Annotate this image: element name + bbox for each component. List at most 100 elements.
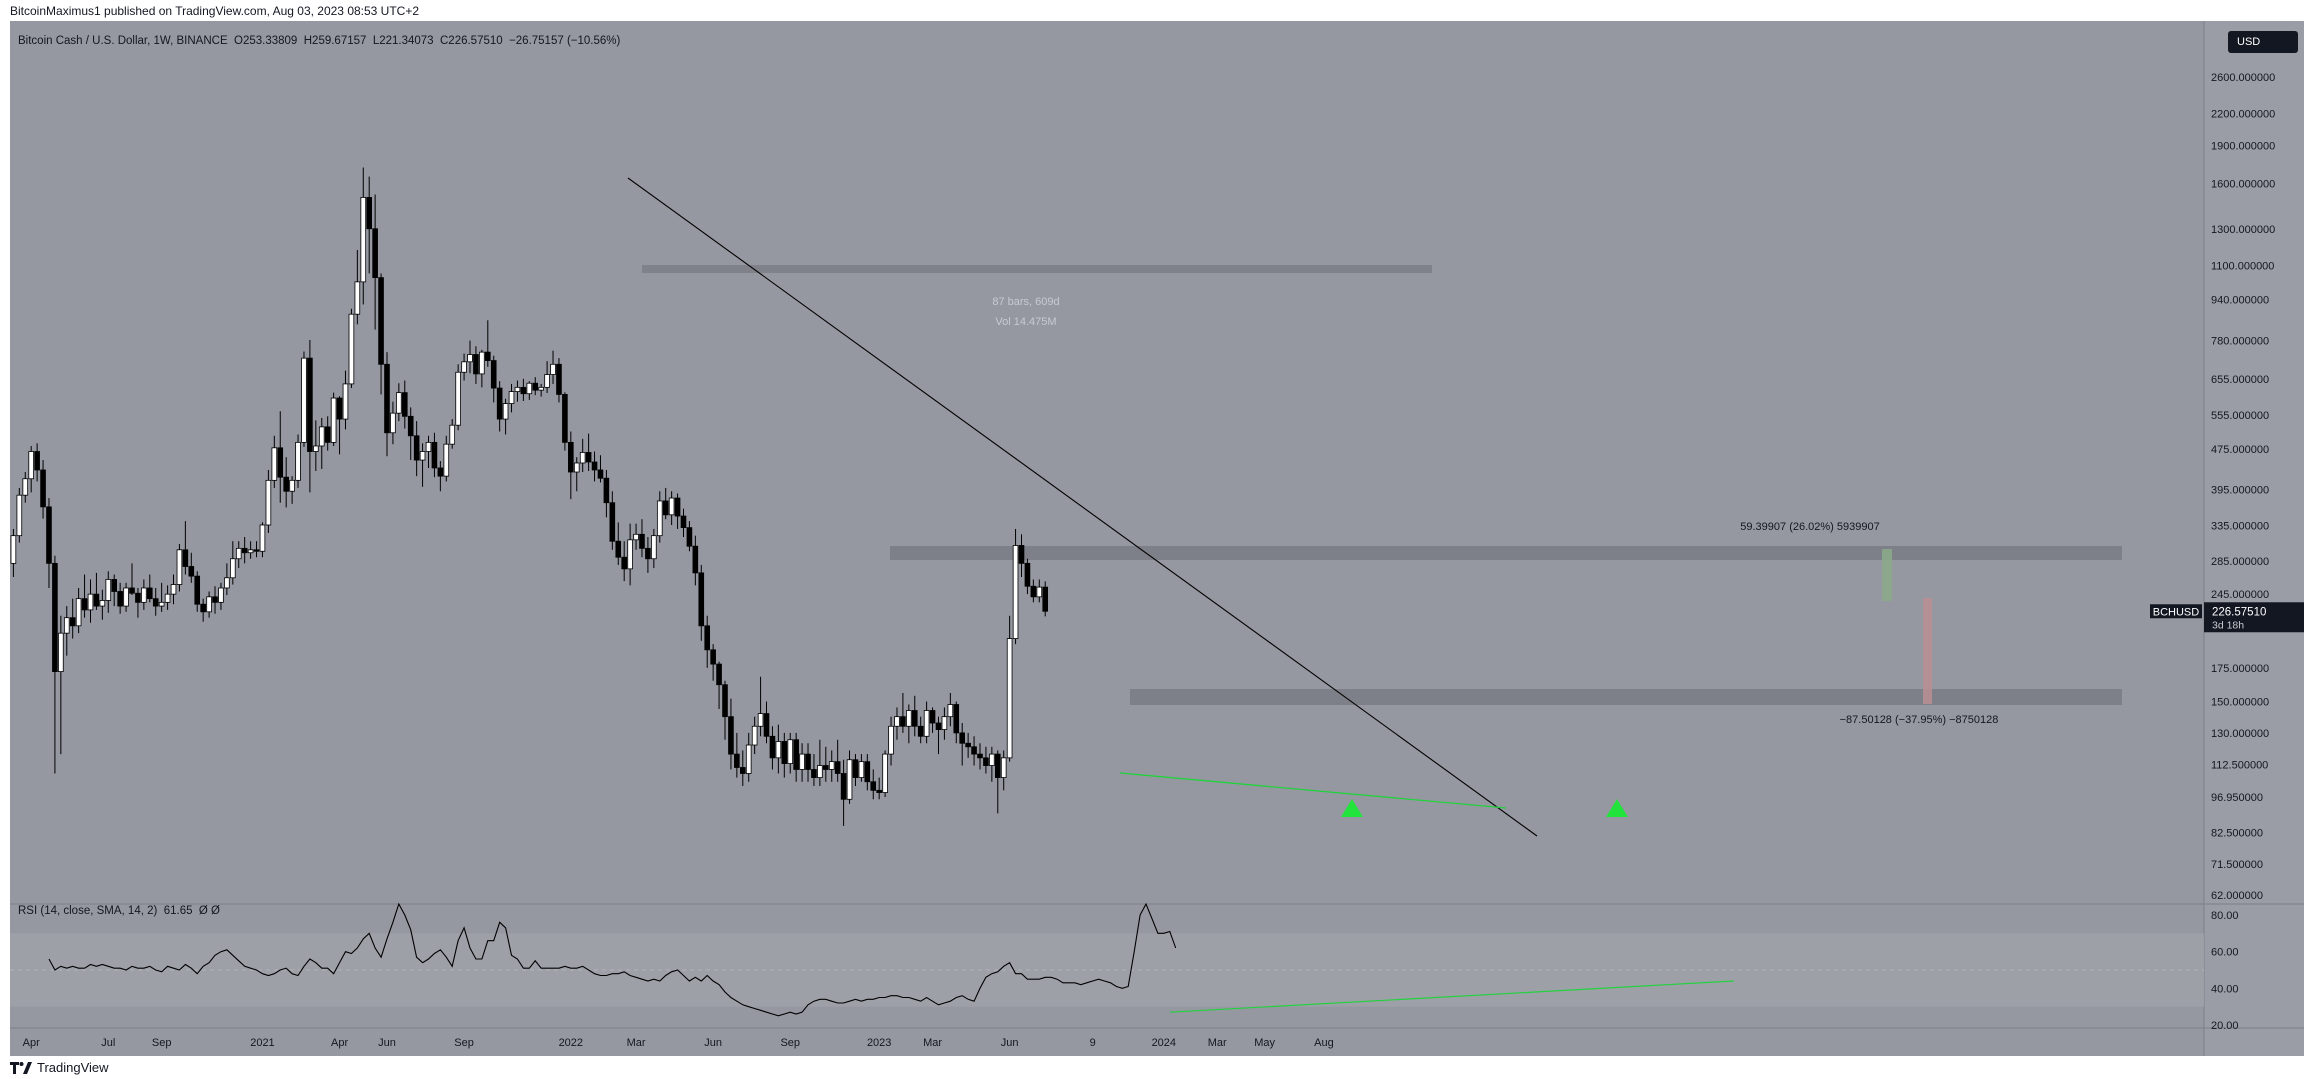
candle-body xyxy=(627,539,633,570)
bullish-marker-icon xyxy=(1606,799,1628,817)
time-tick-label: Jun xyxy=(1001,1037,1019,1049)
candle-body xyxy=(787,739,794,764)
candle-body xyxy=(520,386,527,395)
candle xyxy=(289,476,295,504)
candle xyxy=(265,469,272,533)
candle-body xyxy=(668,497,675,516)
candle-body xyxy=(870,781,877,791)
candle-body xyxy=(342,383,349,420)
candle xyxy=(538,383,544,397)
candle-body xyxy=(301,357,307,443)
candle-body xyxy=(378,277,384,365)
candle-body xyxy=(811,769,817,778)
candle-body xyxy=(22,478,29,496)
time-tick-label: Mar xyxy=(1208,1037,1227,1049)
candle xyxy=(46,498,52,588)
candle xyxy=(354,249,361,325)
candle xyxy=(615,522,622,565)
price-tick-label: 1600.000000 xyxy=(2211,178,2275,190)
candle-body xyxy=(989,753,995,766)
candle-body xyxy=(538,386,544,391)
candle xyxy=(105,571,112,613)
candle xyxy=(164,585,171,610)
candle-body xyxy=(603,477,610,504)
candle-body xyxy=(200,603,206,613)
candle xyxy=(129,563,135,596)
candle-body xyxy=(751,725,758,746)
footer-brand: TradingView xyxy=(37,1060,109,1075)
candle-body xyxy=(1018,545,1025,564)
candle-body xyxy=(283,476,289,492)
candle-body xyxy=(656,500,663,537)
candle-body xyxy=(247,549,254,554)
chart-frame[interactable]: 87 bars, 609d Vol 14.475M 59.39907 (26.02… xyxy=(10,21,2304,1056)
candle xyxy=(763,701,770,744)
time-tick-label: Sep xyxy=(152,1037,172,1049)
candle xyxy=(87,579,94,623)
candle xyxy=(431,432,438,478)
candle-body xyxy=(906,710,912,727)
candle-body xyxy=(882,753,888,793)
candle-body xyxy=(336,397,343,420)
candle-body xyxy=(591,461,598,471)
candle-body xyxy=(241,547,248,554)
candle xyxy=(1030,579,1037,603)
candle xyxy=(93,572,100,610)
candle xyxy=(722,680,728,740)
candle xyxy=(295,434,301,488)
candle xyxy=(941,707,948,740)
candle xyxy=(668,491,675,525)
candle xyxy=(1012,528,1019,645)
candle xyxy=(989,746,995,782)
candle xyxy=(787,732,794,774)
candle-body xyxy=(164,593,171,603)
candle xyxy=(656,491,663,543)
candle-body xyxy=(69,617,76,627)
candle-body xyxy=(129,587,135,594)
candle-body xyxy=(354,281,361,315)
candle xyxy=(716,661,722,709)
candle xyxy=(141,579,147,610)
candle-body xyxy=(182,549,189,567)
candle-body xyxy=(407,415,414,437)
rsi-tick-label: 20.00 xyxy=(2211,1020,2239,1032)
candle-body xyxy=(781,741,788,764)
candle-body xyxy=(1036,586,1043,598)
close-label: C xyxy=(439,35,449,47)
candle xyxy=(75,587,82,634)
currency-button[interactable]: USD xyxy=(2228,31,2298,53)
candle-body xyxy=(188,566,195,577)
candle-body xyxy=(194,575,201,605)
candle xyxy=(888,716,894,766)
candle-body xyxy=(852,759,859,778)
candle xyxy=(983,746,989,774)
candle-body xyxy=(34,451,40,471)
candle-body xyxy=(123,587,129,607)
candle xyxy=(745,732,752,782)
candle xyxy=(550,350,556,384)
candle-body xyxy=(739,767,746,774)
candle-body xyxy=(745,744,752,774)
price-tick-label: 335.000000 xyxy=(2211,521,2269,533)
last-price-label: 226.57510 xyxy=(2212,606,2266,618)
candle-body xyxy=(75,598,82,627)
candle xyxy=(544,361,550,393)
candle xyxy=(532,377,539,396)
candle-body xyxy=(170,584,177,595)
candle-body xyxy=(579,452,586,464)
chart-canvas[interactable]: 87 bars, 609d Vol 14.475M 59.39907 (26.02… xyxy=(10,21,2304,1056)
candle xyxy=(811,754,817,787)
footer: TradingView xyxy=(10,1056,2304,1079)
candle-body xyxy=(633,533,639,541)
candle xyxy=(366,176,372,274)
candle xyxy=(645,537,651,573)
candle xyxy=(520,378,527,401)
candle xyxy=(775,724,782,774)
candle-body xyxy=(431,441,438,469)
candle-body xyxy=(823,765,829,770)
candle xyxy=(484,320,491,367)
candle xyxy=(662,487,669,520)
candle xyxy=(858,754,865,782)
candle xyxy=(224,563,230,596)
candle xyxy=(1018,534,1025,577)
